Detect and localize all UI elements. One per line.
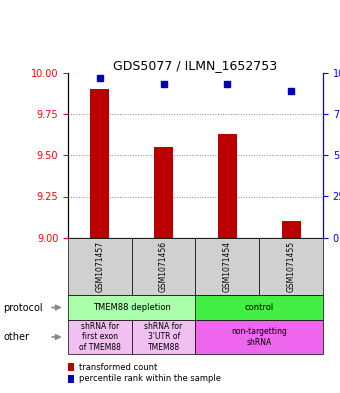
Text: GSM1071455: GSM1071455 — [287, 241, 295, 292]
Title: GDS5077 / ILMN_1652753: GDS5077 / ILMN_1652753 — [114, 59, 277, 72]
Text: other: other — [3, 332, 29, 342]
Text: GSM1071454: GSM1071454 — [223, 241, 232, 292]
Text: shRNA for
3'UTR of
TMEM88: shRNA for 3'UTR of TMEM88 — [144, 322, 183, 352]
Text: GSM1071456: GSM1071456 — [159, 241, 168, 292]
Bar — [218, 134, 237, 238]
Text: transformed count: transformed count — [79, 363, 157, 371]
Bar — [282, 221, 301, 238]
Bar — [154, 147, 173, 238]
Text: percentile rank within the sample: percentile rank within the sample — [79, 375, 221, 383]
Text: GSM1071457: GSM1071457 — [96, 241, 104, 292]
Text: shRNA for
first exon
of TMEM88: shRNA for first exon of TMEM88 — [79, 322, 121, 352]
Text: control: control — [244, 303, 274, 312]
Text: TMEM88 depletion: TMEM88 depletion — [93, 303, 171, 312]
Bar — [90, 89, 109, 238]
Text: non-targetting
shRNA: non-targetting shRNA — [231, 327, 287, 347]
Text: protocol: protocol — [3, 303, 43, 312]
